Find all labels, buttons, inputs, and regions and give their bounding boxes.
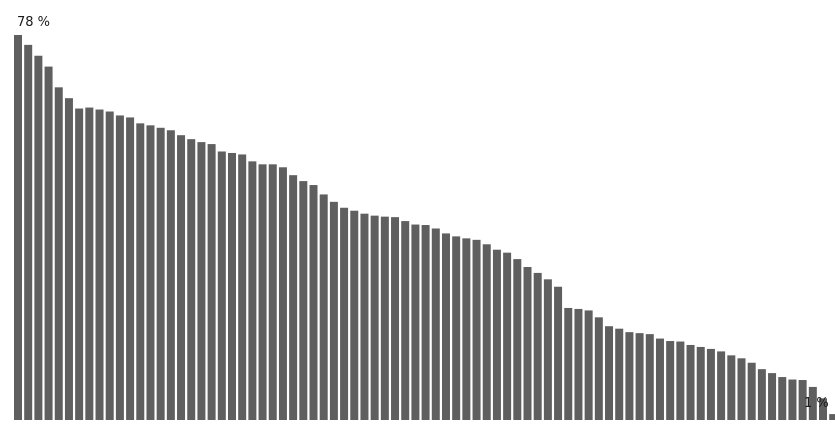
bar-64: [655, 338, 664, 420]
bar-53: [543, 279, 552, 420]
bar-41: [421, 225, 430, 420]
bar-51: [523, 266, 532, 420]
bar-39: [401, 221, 410, 420]
bar-71: [727, 355, 736, 420]
bar-7: [75, 108, 84, 420]
bar-40: [411, 224, 420, 420]
bar-34: [350, 210, 359, 420]
bar-69: [706, 348, 715, 420]
bar-80: [819, 398, 828, 420]
bar-58: [594, 317, 603, 420]
bar-54: [554, 286, 563, 420]
bar-56: [574, 308, 583, 420]
bar-73: [747, 362, 756, 420]
bar-25: [258, 164, 267, 420]
bar-28: [289, 175, 298, 420]
bar-62: [635, 333, 644, 420]
bar-43: [441, 233, 450, 420]
bar-76: [778, 377, 787, 420]
bar-18: [187, 139, 196, 420]
bar-26: [268, 164, 277, 420]
bar-48: [492, 249, 501, 420]
bar-68: [696, 346, 705, 420]
bar-74: [757, 369, 766, 420]
bar-79: [808, 386, 817, 420]
bar-23: [238, 154, 247, 420]
bar-10: [105, 111, 114, 420]
bar-45: [462, 238, 471, 420]
bar-52: [533, 272, 542, 420]
bar-61: [625, 332, 634, 420]
bar-81: [829, 414, 835, 420]
bar-65: [666, 341, 675, 420]
bar-13: [136, 123, 145, 420]
bar-42: [431, 228, 440, 420]
first-bar-value-label: 78 %: [17, 15, 50, 30]
bar-2: [24, 44, 33, 421]
bar-31: [319, 194, 328, 420]
bar-30: [309, 185, 318, 420]
bar-37: [380, 216, 389, 420]
last-bar-value-label: 1 %: [804, 396, 829, 411]
bar-16: [166, 130, 175, 420]
bar-22: [227, 152, 236, 420]
bar-78: [798, 380, 807, 420]
bar-4: [44, 66, 53, 420]
bar-77: [788, 379, 797, 420]
bar-1: [14, 35, 22, 420]
bar-27: [278, 167, 287, 420]
bar-47: [482, 244, 491, 420]
bar-3: [34, 55, 43, 420]
bar-33: [340, 207, 349, 420]
bar-14: [146, 125, 155, 420]
bar-75: [768, 373, 777, 420]
bar-12: [126, 117, 135, 421]
bar-66: [676, 341, 685, 420]
bar-29: [299, 181, 308, 420]
bar-32: [329, 201, 338, 420]
bar-57: [584, 310, 593, 420]
bar-35: [360, 213, 369, 420]
bar-36: [370, 215, 379, 420]
bar-17: [177, 135, 186, 420]
bars-group: [14, 35, 835, 421]
bar-9: [95, 109, 104, 420]
bar-15: [156, 127, 165, 420]
bar-49: [503, 252, 512, 420]
bar-72: [737, 358, 746, 420]
bar-46: [472, 239, 481, 420]
bar-24: [248, 161, 257, 421]
bar-8: [85, 107, 94, 420]
bar-38: [391, 217, 400, 420]
bar-21: [217, 151, 226, 421]
bar-11: [115, 115, 124, 421]
bar-70: [717, 351, 726, 420]
bar-6: [64, 98, 73, 421]
bar-55: [564, 307, 573, 420]
bar-60: [615, 328, 624, 420]
bar-5: [54, 87, 63, 420]
bar-19: [197, 142, 206, 421]
bar-50: [513, 259, 522, 420]
bar-20: [207, 144, 216, 420]
bar-63: [645, 334, 654, 420]
bar-59: [605, 326, 614, 420]
bar-44: [452, 236, 461, 420]
bar-67: [686, 344, 695, 420]
